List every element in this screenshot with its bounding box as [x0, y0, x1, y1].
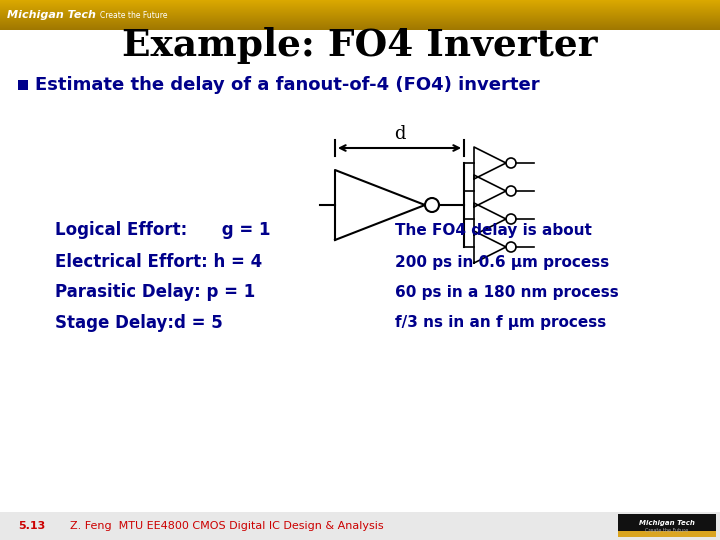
- Bar: [0, 0, 720, 1]
- Bar: [0, 512, 720, 540]
- Bar: [0, 13, 720, 14]
- Bar: [0, 24, 720, 25]
- Bar: [0, 20, 720, 21]
- Text: 5.13: 5.13: [18, 521, 45, 531]
- Text: Michigan Tech: Michigan Tech: [639, 520, 695, 526]
- Bar: [0, 19, 720, 20]
- Bar: [0, 27, 720, 28]
- Bar: [0, 7, 720, 8]
- Bar: [0, 5, 720, 6]
- Bar: [0, 21, 720, 22]
- Text: Create the Future: Create the Future: [645, 529, 688, 534]
- Bar: [0, 8, 720, 9]
- Text: Logical Effort:      g = 1: Logical Effort: g = 1: [55, 221, 271, 239]
- Bar: [0, 22, 720, 23]
- Text: 200 ps in 0.6 μm process: 200 ps in 0.6 μm process: [395, 254, 609, 269]
- Bar: [0, 1, 720, 2]
- Bar: [0, 3, 720, 4]
- Bar: [0, 12, 720, 13]
- Bar: [0, 29, 720, 30]
- Text: d: d: [394, 125, 405, 143]
- Bar: [0, 17, 720, 18]
- Bar: [618, 531, 716, 537]
- Bar: [0, 6, 720, 7]
- Bar: [0, 15, 720, 16]
- Bar: [618, 514, 716, 537]
- Bar: [0, 4, 720, 5]
- Text: The FO4 delay is about: The FO4 delay is about: [395, 222, 592, 238]
- Bar: [0, 23, 720, 24]
- Text: Estimate the delay of a fanout-of-4 (FO4) inverter: Estimate the delay of a fanout-of-4 (FO4…: [35, 76, 539, 94]
- Text: Create the Future: Create the Future: [100, 10, 168, 19]
- Text: Electrical Effort: h = 4: Electrical Effort: h = 4: [55, 253, 262, 271]
- Text: Stage Delay:d = 5: Stage Delay:d = 5: [55, 314, 222, 332]
- Bar: [0, 9, 720, 10]
- Text: f/3 ns in an f μm process: f/3 ns in an f μm process: [395, 314, 606, 329]
- Bar: [0, 28, 720, 29]
- Bar: [0, 2, 720, 3]
- Bar: [0, 25, 720, 26]
- Bar: [0, 14, 720, 15]
- Text: Z. Feng  MTU EE4800 CMOS Digital IC Design & Analysis: Z. Feng MTU EE4800 CMOS Digital IC Desig…: [70, 521, 384, 531]
- Bar: [0, 26, 720, 27]
- Text: 60 ps in a 180 nm process: 60 ps in a 180 nm process: [395, 285, 618, 300]
- Text: Michigan Tech: Michigan Tech: [7, 10, 96, 20]
- Bar: [18, 80, 28, 90]
- Bar: [0, 18, 720, 19]
- Text: Parasitic Delay: p = 1: Parasitic Delay: p = 1: [55, 283, 256, 301]
- Bar: [0, 16, 720, 17]
- Bar: [0, 10, 720, 11]
- Text: Example: FO4 Inverter: Example: FO4 Inverter: [122, 26, 598, 64]
- Bar: [0, 11, 720, 12]
